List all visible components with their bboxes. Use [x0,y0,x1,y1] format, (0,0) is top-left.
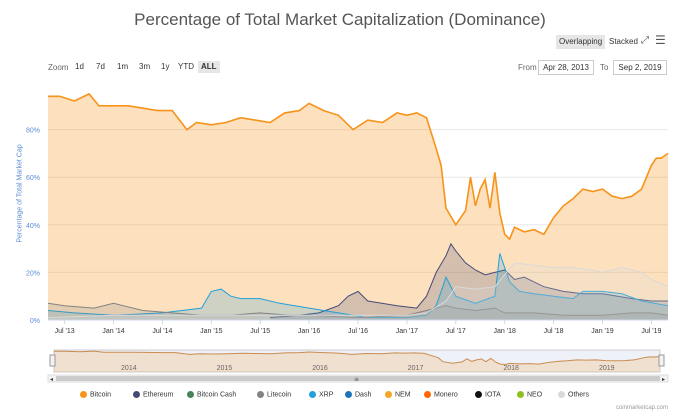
legend-label: Bitcoin Cash [197,391,237,399]
legend-item-ethereum[interactable]: Ethereum [133,391,173,398]
y-tick-label: 60% [26,175,40,182]
from-date-input[interactable]: Apr 28, 2013 [538,60,594,75]
navigator-line [54,350,661,366]
legend-label: NEO [527,391,543,399]
legend-label: XRP [319,391,334,399]
zoom-7d-button[interactable]: 7d [96,62,105,71]
navigator-year-label: 2019 [599,365,615,372]
legend-marker-icon [309,391,316,398]
y-tick-label: 20% [26,270,40,277]
ethereum-area [270,243,668,320]
legend-item-xrp[interactable]: XRP [309,391,333,398]
x-tick-label: Jul '15 [250,328,270,335]
legend-item-bitcoin-cash[interactable]: Bitcoin Cash [187,391,236,398]
navigator-area [54,351,660,372]
legend-marker-icon [517,391,524,398]
x-tick-label: Jul '16 [348,328,368,335]
legend-label: Bitcoin [90,391,112,399]
to-label: To [600,63,609,72]
legend-item-monero[interactable]: Monero [424,391,458,398]
legend-item-iota[interactable]: IOTA [475,391,501,398]
legend-marker-icon [345,391,352,398]
hamburger-menu-icon[interactable]: ☰ [655,33,666,47]
credit-text: coinmarketcap.com [615,405,668,411]
scroll-left-icon: ◂ [50,376,53,383]
bitcoin-line [48,92,669,241]
navigator-year-label: 2016 [312,365,328,372]
zoom-label: Zoom [48,63,69,72]
legend-item-dash[interactable]: Dash [345,391,371,398]
y-tick-label: 0% [30,318,40,325]
legend-item-bitcoin[interactable]: Bitcoin [80,391,111,398]
ethereum-line [269,242,668,319]
zoom-1d-button[interactable]: 1d [75,62,84,71]
legend-label: Litecoin [267,391,292,399]
x-tick-label: Jan '18 [494,328,516,335]
x-tick-label: Jan '16 [298,328,320,335]
zoom-ytd-button[interactable]: YTD [178,62,194,71]
legend-marker-icon [475,391,482,398]
xrp-line [47,253,669,319]
navigator-year-label: 2017 [408,365,424,372]
legend-item-nem[interactable]: NEM [385,391,411,398]
navigator-handle-left [49,354,56,367]
xrp-area [48,253,668,320]
legend-marker-icon [385,391,392,398]
navigator-year-label: 2015 [217,365,233,372]
legend-label: Monero [434,391,458,399]
x-tick-label: Jul '14 [152,328,172,335]
bitcoin-area [48,93,668,321]
others-area [48,262,668,320]
legend-marker-icon [133,391,140,398]
y-tick-label: 40% [26,223,40,230]
x-tick-label: Jan '15 [200,328,222,335]
legend-label: IOTA [485,391,501,399]
scroll-grip-icon: ≡ [354,376,359,383]
zoom-1m-button[interactable]: 1m [117,62,129,71]
x-tick-label: Jul '13 [55,328,75,335]
navigator-year-label: 2014 [121,365,137,372]
zoom-all-button[interactable]: ALL [198,61,220,73]
legend-marker-icon [80,391,87,398]
legend-label: NEM [395,391,411,399]
others-line [47,262,669,319]
navigator-handle-right [658,354,665,367]
zoom-1y-button[interactable]: 1y [161,62,170,71]
legend-marker-icon [424,391,431,398]
x-tick-label: Jul '19 [641,328,661,335]
legend-item-litecoin[interactable]: Litecoin [257,391,291,398]
x-tick-label: Jan '17 [396,328,418,335]
scrollbar-thumb [56,376,660,381]
x-tick-label: Jan '14 [102,328,124,335]
x-tick-label: Jul '17 [446,328,466,335]
legend-label: Ethereum [143,391,174,399]
x-tick-label: Jan '19 [591,328,613,335]
y-tick-label: 80% [26,128,40,135]
to-date-input[interactable]: Sep 2, 2019 [613,60,667,75]
navigator-year-label: 2018 [503,365,519,372]
stacked-button[interactable]: Stacked [609,37,638,46]
legend-marker-icon [187,391,194,398]
legend-marker-icon [257,391,264,398]
legend-marker-icon [558,391,565,398]
legend-label: Dash [355,391,372,399]
legend-label: Others [568,391,590,399]
legend-item-neo[interactable]: NEO [517,391,542,398]
chart-title: Percentage of Total Market Capitalizatio… [134,10,546,29]
x-tick-label: Jul '18 [544,328,564,335]
zoom-3m-button[interactable]: 3m [139,62,151,71]
scroll-right-icon: ▸ [662,376,665,383]
legend-item-others[interactable]: Others [558,391,589,398]
litecoin-area [48,303,668,320]
expand-icon[interactable]: ⤢ [641,35,649,46]
overlapping-button[interactable]: Overlapping [556,35,606,49]
from-label: From [518,63,537,72]
